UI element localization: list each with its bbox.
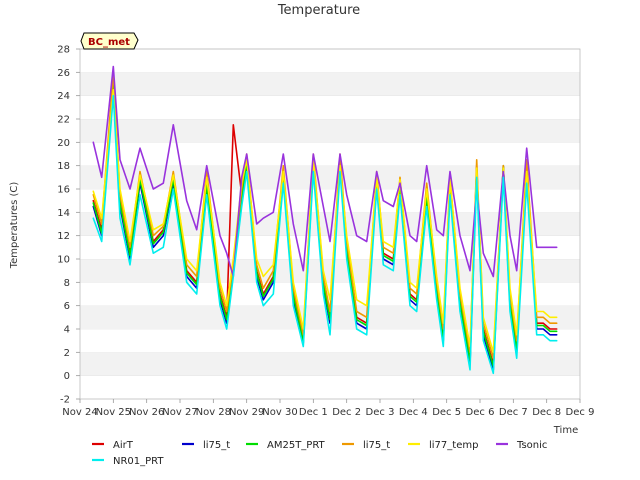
grid-band — [80, 352, 580, 376]
y-tick-label: 10 — [57, 255, 70, 266]
y-tick-label: 12 — [57, 231, 70, 242]
x-tick-label: Dec 2 — [332, 407, 361, 418]
x-tick-label: Nov 28 — [196, 407, 231, 418]
x-tick-label: Dec 9 — [566, 407, 595, 418]
y-tick-label: 22 — [57, 115, 70, 126]
series-line-nr01-prt-6 — [92, 94, 558, 375]
y-tick-label: 2 — [64, 348, 70, 359]
chart-title: Temperature — [277, 3, 360, 18]
legend-label: li75_t — [363, 440, 390, 451]
series-line-li77-temp-4 — [92, 89, 558, 354]
x-tick-label: Nov 30 — [262, 407, 297, 418]
legend-label: NR01_PRT — [113, 456, 164, 467]
station-badge-label: BC_met — [88, 37, 130, 48]
y-tick-label: 18 — [57, 161, 70, 172]
series-lines — [92, 65, 558, 375]
x-tick-label: Dec 6 — [466, 407, 495, 418]
y-tick-label: 8 — [64, 278, 70, 289]
grid-band — [80, 49, 580, 73]
x-tick-label: Dec 5 — [432, 407, 461, 418]
plot-frame — [79, 48, 581, 400]
x-tick-label: Nov 27 — [162, 407, 197, 418]
x-tick-label: Dec 4 — [399, 407, 428, 418]
grid-band — [80, 72, 580, 96]
y-tick-label: -2 — [60, 395, 70, 406]
legend-label: AM25T_PRT — [267, 440, 326, 451]
grid-band — [80, 329, 580, 353]
grid-band — [80, 119, 580, 143]
y-tick-label: 6 — [64, 301, 70, 312]
y-tick-label: 16 — [57, 185, 70, 196]
y-tick-label: 14 — [57, 208, 70, 219]
y-tick-label: 26 — [57, 68, 70, 79]
x-tick-label: Dec 3 — [366, 407, 395, 418]
x-tick-label: Dec 8 — [532, 407, 561, 418]
grid-band — [80, 142, 580, 166]
y-tick-label: 24 — [57, 91, 70, 102]
y-tick-label: 28 — [57, 45, 70, 56]
legend-label: AirT — [113, 440, 134, 451]
y-tick-label: 20 — [57, 138, 70, 149]
legend-label: li77_temp — [429, 440, 478, 451]
station-badge-box — [80, 32, 139, 50]
y-tick-label: 4 — [64, 325, 70, 336]
legend: AirT li75_t AM25T_PRT li75_t li77_temp Tsonic… — [92, 440, 547, 467]
x-tick-label: Nov 29 — [229, 407, 264, 418]
grid-band — [80, 259, 580, 283]
station-badge: BC_met — [80, 32, 139, 50]
legend-label: Tsonic — [516, 440, 547, 451]
y-axis-label: Temperatures (C) — [9, 182, 20, 270]
grid-band — [80, 375, 580, 399]
x-tick-label: Nov 25 — [96, 407, 131, 418]
series-line-tsonic-5 — [92, 65, 558, 278]
x-tick-label: Dec 7 — [499, 407, 528, 418]
x-axis-label: Time — [553, 425, 578, 436]
legend-label: li75_t — [203, 440, 230, 451]
grid-band — [80, 95, 580, 119]
x-tick-label: Dec 1 — [299, 407, 328, 418]
y-tick-label: 0 — [64, 371, 70, 382]
x-tick-label: Nov 26 — [129, 407, 164, 418]
x-tick-label: Nov 24 — [62, 407, 97, 418]
